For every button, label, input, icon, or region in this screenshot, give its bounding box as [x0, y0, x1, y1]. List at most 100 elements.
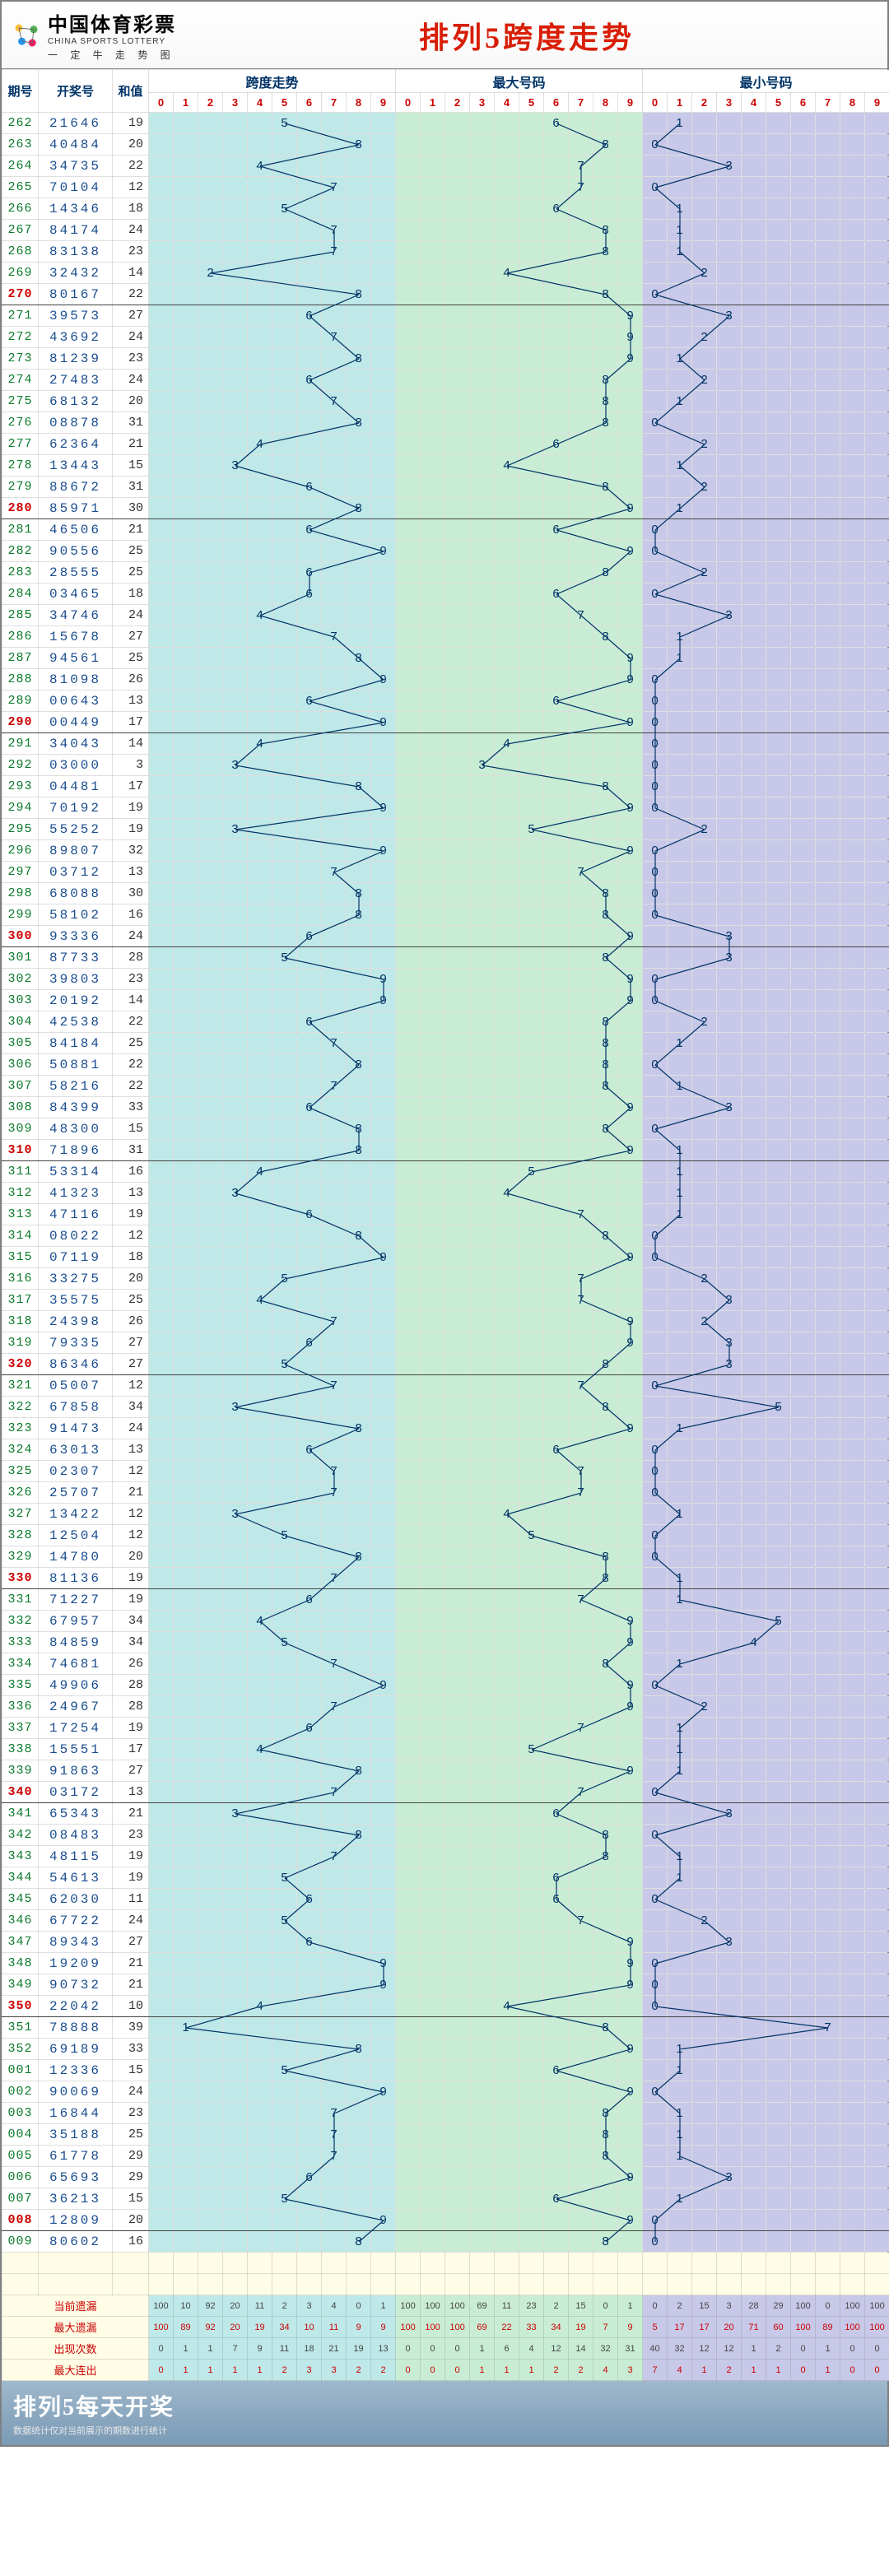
- trend-cell: [371, 477, 396, 498]
- trend-cell: [396, 1011, 421, 1033]
- trend-cell: [297, 284, 322, 305]
- trend-cell: [692, 284, 717, 305]
- stat-cell: 7: [643, 2360, 668, 2381]
- trend-value: 6: [305, 1100, 312, 1114]
- trend-cell: [396, 690, 421, 712]
- trend-cell: [519, 562, 544, 584]
- trend-value: 8: [602, 223, 608, 237]
- trend-cell: [371, 1118, 396, 1140]
- cell-period: 291: [2, 733, 39, 755]
- trend-cell: [272, 2017, 297, 2039]
- trend-cell: [421, 776, 445, 797]
- trend-cell: [198, 541, 223, 562]
- trend-cell: [421, 1290, 445, 1311]
- trend-cell: [347, 1033, 371, 1054]
- trend-cell: [791, 1846, 816, 1867]
- cell-sum: 24: [113, 605, 149, 626]
- trend-cell: [840, 1097, 865, 1118]
- trend-cell: 7: [322, 626, 347, 648]
- trend-cell: [742, 2167, 766, 2188]
- trend-cell: [223, 327, 248, 348]
- cell-sum: 31: [113, 1140, 149, 1161]
- trend-value: 7: [577, 1379, 584, 1393]
- trend-cell: [445, 177, 470, 198]
- trend-value: 0: [651, 715, 658, 729]
- trend-cell: 1: [668, 348, 692, 370]
- trend-cell: [766, 1118, 791, 1140]
- trend-cell: [371, 1354, 396, 1375]
- trend-cell: [248, 1803, 272, 1825]
- cell-sum: 39: [113, 2017, 149, 2039]
- stat-cell: 100: [865, 2317, 889, 2338]
- trend-cell: [470, 1311, 495, 1332]
- trend-cell: [742, 1996, 766, 2017]
- th-digit: 8: [347, 93, 371, 113]
- trend-value: 9: [626, 1336, 633, 1350]
- stat-cell: 1: [174, 2360, 198, 2381]
- trend-value: 8: [602, 1657, 608, 1671]
- trend-cell: [544, 2146, 569, 2167]
- trend-cell: [742, 669, 766, 690]
- trend-cell: [223, 1418, 248, 1439]
- trend-cell: [198, 1760, 223, 1782]
- trend-cell: [519, 1504, 544, 1525]
- cell-draw: 80602: [39, 2231, 113, 2253]
- cell-period: 276: [2, 412, 39, 434]
- stat-cell: 11: [248, 2295, 272, 2317]
- trend-cell: [174, 370, 198, 391]
- stat-cell: 7: [593, 2317, 618, 2338]
- trend-cell: [248, 498, 272, 519]
- trend-cell: [668, 990, 692, 1011]
- trend-cell: [297, 2210, 322, 2231]
- trend-cell: [470, 1397, 495, 1418]
- trend-cell: [248, 1760, 272, 1782]
- trend-cell: [717, 1418, 742, 1439]
- trend-value: 1: [676, 2042, 682, 2056]
- trend-cell: [692, 1461, 717, 1482]
- trend-cell: [766, 1482, 791, 1504]
- trend-value: 6: [552, 587, 559, 601]
- trend-cell: [544, 1033, 569, 1054]
- trend-cell: [791, 947, 816, 969]
- stat-cell: 0: [421, 2338, 445, 2360]
- trend-cell: [840, 990, 865, 1011]
- trend-value: 0: [651, 1999, 658, 2013]
- trend-cell: [643, 1290, 668, 1311]
- trend-cell: [519, 626, 544, 648]
- trend-cell: [618, 2017, 643, 2039]
- trend-value: 9: [379, 672, 386, 686]
- trend-value: 3: [725, 1336, 732, 1350]
- trend-cell: [297, 2017, 322, 2039]
- cell-draw: 46506: [39, 519, 113, 541]
- trend-cell: [272, 348, 297, 370]
- trend-cell: [865, 755, 889, 776]
- trend-cell: [717, 1076, 742, 1097]
- trend-row: 2798867231682: [2, 477, 889, 498]
- trend-cell: [248, 241, 272, 263]
- trend-value: 6: [552, 1892, 559, 1906]
- trend-cell: [668, 1803, 692, 1825]
- trend-cell: 8: [593, 1568, 618, 1589]
- trend-cell: [816, 1183, 840, 1204]
- trend-cell: [618, 2060, 643, 2081]
- trend-value: 8: [602, 886, 608, 900]
- trend-cell: [396, 2103, 421, 2124]
- trend-cell: 9: [371, 840, 396, 862]
- trend-cell: [347, 1696, 371, 1718]
- cell-sum: 21: [113, 1953, 149, 1974]
- th-digit: 2: [692, 93, 717, 113]
- trend-cell: [742, 2210, 766, 2231]
- trend-cell: [174, 1760, 198, 1782]
- trend-cell: [717, 904, 742, 926]
- trend-cell: [519, 498, 544, 519]
- trend-value: 7: [577, 180, 584, 194]
- trend-value: 8: [355, 779, 361, 793]
- trend-cell: [495, 1247, 519, 1268]
- trend-row: 3399186327891: [2, 1760, 889, 1782]
- trend-cell: [198, 2039, 223, 2060]
- trend-cell: [865, 391, 889, 412]
- trend-cell: [717, 1996, 742, 2017]
- trend-cell: [840, 1204, 865, 1225]
- trend-cell: [248, 990, 272, 1011]
- trend-cell: [840, 1397, 865, 1418]
